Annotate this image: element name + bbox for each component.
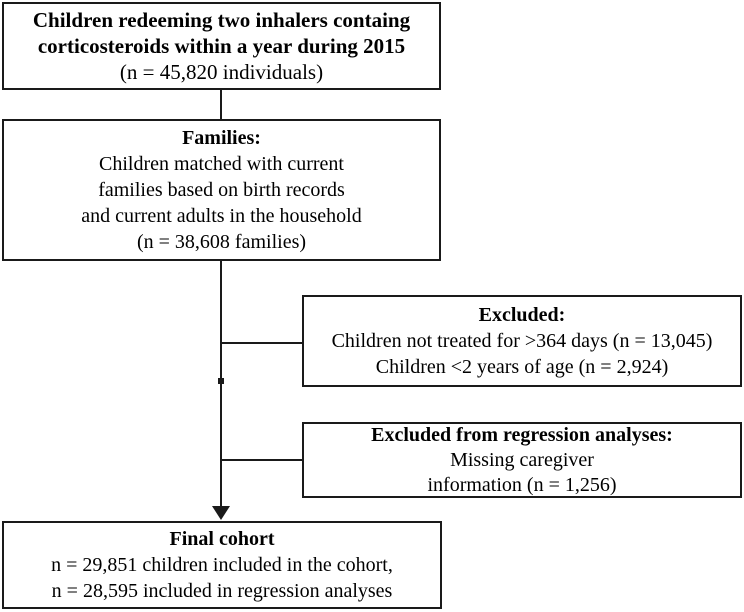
connector-families-to-final xyxy=(220,261,222,507)
box-families-line-4: and current adults in the household xyxy=(81,205,362,227)
box-source-count: (n = 45,820 individuals) xyxy=(119,60,324,84)
box-source-population: Children redeeming two inhalers containg… xyxy=(2,2,441,90)
box-excluded-regression-title: Excluded from regression analyses: xyxy=(371,423,673,446)
box-excluded-line-2: Children not treated for >364 days (n = … xyxy=(331,330,713,352)
connector-dot xyxy=(218,378,224,384)
box-families-count: (n = 38,608 families) xyxy=(136,231,307,253)
box-source-line-1: Children redeeming two inhalers containg xyxy=(32,8,411,32)
box-source-line-2: corticosteroids within a year during 201… xyxy=(37,34,406,58)
box-excluded-title: Excluded: xyxy=(478,304,566,326)
box-families: Families: Children matched with current … xyxy=(2,119,441,261)
arrow-down-icon xyxy=(212,506,230,520)
box-excluded-regression-line-2: Missing caregiver xyxy=(450,448,594,471)
box-families-title: Families: xyxy=(182,127,261,149)
box-final-cohort: Final cohort n = 29,851 children include… xyxy=(2,521,442,609)
box-excluded-regression-line-3: information (n = 1,256) xyxy=(427,473,617,496)
connector-to-excluded-regression xyxy=(222,459,302,461)
box-excluded-line-3: Children <2 years of age (n = 2,924) xyxy=(375,356,669,378)
connector-to-excluded xyxy=(222,342,302,344)
box-final-line-2: n = 29,851 children included in the coho… xyxy=(51,554,393,576)
box-final-line-3: n = 28,595 included in regression analys… xyxy=(51,580,393,602)
connector-source-to-families xyxy=(220,90,222,119)
box-final-title: Final cohort xyxy=(169,528,275,550)
box-families-line-3: families based on birth records xyxy=(98,179,345,201)
box-excluded: Excluded: Children not treated for >364 … xyxy=(302,295,742,387)
box-families-line-2: Children matched with current xyxy=(99,153,344,175)
box-excluded-regression: Excluded from regression analyses: Missi… xyxy=(302,422,742,498)
